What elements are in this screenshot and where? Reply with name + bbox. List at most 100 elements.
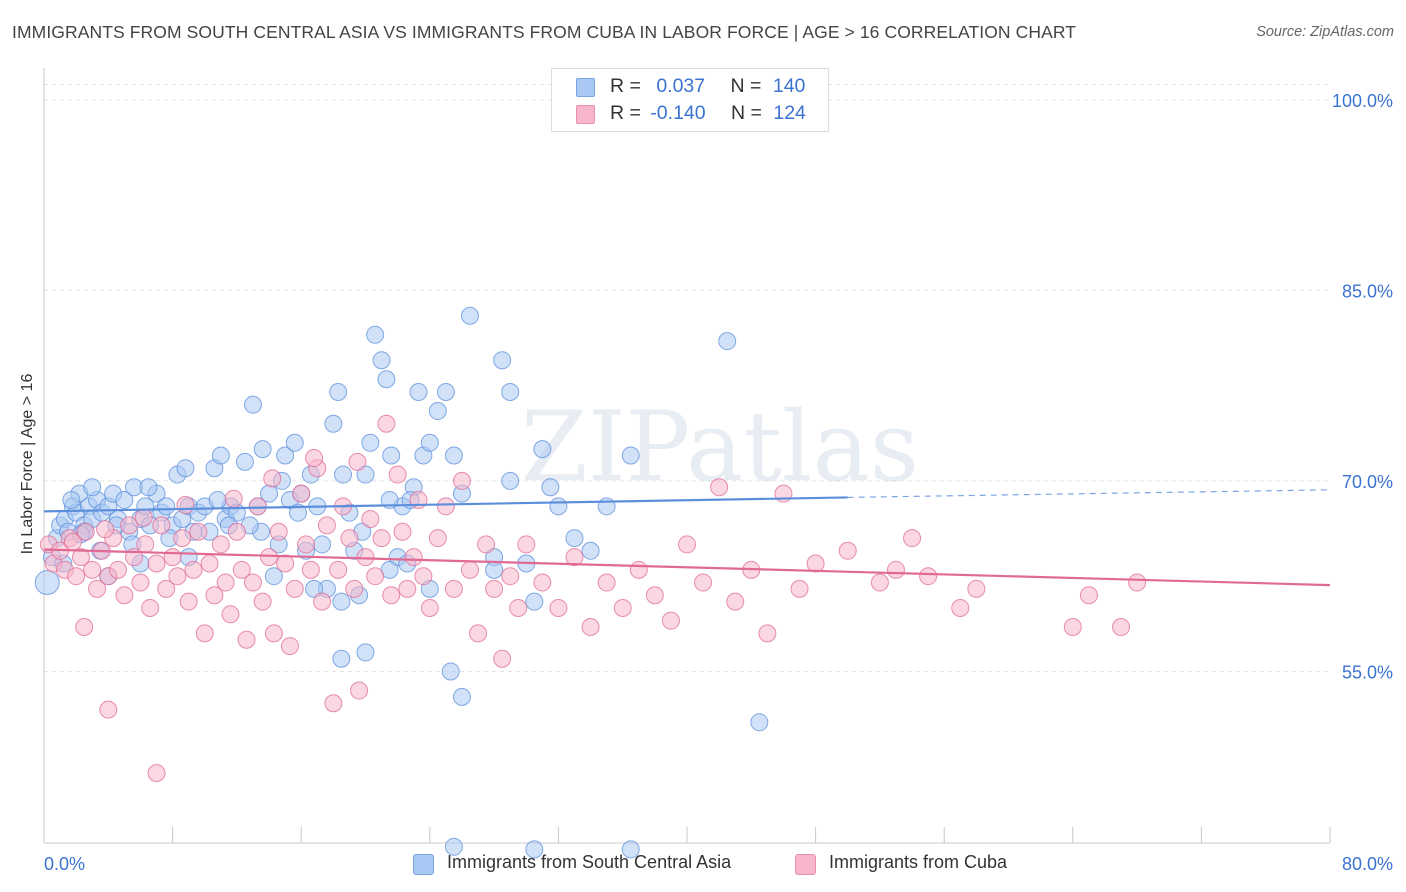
scatter-point (163, 548, 182, 567)
scatter-point (1112, 618, 1131, 637)
scatter-point (380, 490, 399, 509)
scatter-point (428, 402, 447, 421)
scatter-point (485, 579, 504, 598)
scatter-point (332, 592, 351, 611)
x-tick-label-max: 80.0% (1342, 854, 1393, 874)
scatter-point (179, 592, 198, 611)
scatter-point (184, 560, 203, 579)
scatter-point (597, 573, 616, 592)
scatter-point (305, 449, 324, 468)
scatter-point (549, 598, 568, 617)
scatter-point (404, 548, 423, 567)
legend-n-value: 124 (773, 102, 806, 124)
source-label: Source: ZipAtlas.com (1256, 24, 1394, 40)
scatter-point (134, 508, 153, 527)
scatter-point (393, 522, 412, 541)
legend-swatch-pink (576, 105, 595, 124)
scatter-point (176, 459, 195, 478)
scatter-point (710, 478, 729, 497)
scatter-point (409, 382, 428, 401)
scatter-point (356, 548, 375, 567)
scatter-point (541, 478, 560, 497)
scatter-point (388, 465, 407, 484)
scatter-point (493, 351, 512, 370)
scatter-point (235, 452, 254, 471)
scatter-point (285, 579, 304, 598)
scatter-point (285, 433, 304, 452)
scatter-point (361, 510, 380, 529)
scatter-point (157, 497, 176, 516)
scatter-point (581, 541, 600, 560)
scatter-point (444, 446, 463, 465)
scatter-point (301, 560, 320, 579)
scatter-point (420, 598, 439, 617)
legend-r-value: -0.140 (650, 102, 706, 124)
scatter-point (99, 700, 118, 719)
scatter-point (305, 579, 324, 598)
scatter-point (195, 624, 214, 643)
scatter-point (63, 532, 82, 551)
scatter-point (694, 573, 713, 592)
legend-n-label: N = (730, 75, 762, 97)
scatter-point (621, 446, 640, 465)
scatter-point (398, 579, 417, 598)
scatter-point (288, 503, 307, 522)
scatter-point (477, 535, 496, 554)
scatter-point (460, 306, 479, 325)
trend-line (43, 496, 848, 513)
scatter-point (444, 579, 463, 598)
scatter-point (469, 624, 488, 643)
scatter-point (549, 497, 568, 516)
scatter-point (806, 554, 825, 573)
scatter-point (200, 554, 219, 573)
legend-r-label: R = (610, 102, 641, 124)
scatter-point (88, 579, 107, 598)
scatter-point (75, 618, 94, 637)
y-tick-label: 70.0% (1342, 472, 1393, 492)
axes (43, 68, 1331, 844)
scatter-point (276, 446, 295, 465)
scatter-point (366, 567, 385, 586)
scatter-point (108, 560, 127, 579)
scatter-point (211, 446, 230, 465)
legend-swatch-blue (576, 78, 595, 97)
scatter-point (276, 554, 295, 573)
scatter-point (565, 548, 584, 567)
scatter-point (377, 414, 396, 433)
series-cuba (39, 414, 1147, 783)
scatter-point (227, 522, 246, 541)
scatter-point (168, 567, 187, 586)
scatter-point (533, 573, 552, 592)
scatter-point (460, 560, 479, 579)
scatter-point (221, 605, 240, 624)
scatter-point (216, 573, 235, 592)
scatter-point (332, 649, 351, 668)
scatter-point (661, 611, 680, 630)
scatter-point (382, 446, 401, 465)
bottom-legend-swatch-blue (413, 854, 434, 875)
scatter-point (71, 548, 90, 567)
scatter-point (147, 554, 166, 573)
scatter-point (205, 586, 224, 605)
scatter-point (189, 522, 208, 541)
scatter-point (645, 586, 664, 605)
scatter-point (152, 516, 171, 535)
scatter-point (147, 764, 166, 783)
legend-n-value: 140 (772, 75, 806, 97)
scatter-point (501, 382, 520, 401)
scatter-point (414, 567, 433, 586)
bottom-legend-label: Immigrants from South Central Asia (447, 852, 732, 872)
scatter-point (340, 529, 359, 548)
scatter-point (678, 535, 696, 554)
scatter-point (361, 433, 380, 452)
x-tick-label-min: 0.0% (44, 854, 85, 874)
scatter-point (324, 414, 343, 433)
scatter-point (356, 643, 375, 662)
scatter-point (758, 624, 777, 643)
scatter-point (726, 592, 745, 611)
scatter-point (581, 618, 600, 637)
trend-line-extension (847, 489, 1331, 499)
scatter-point (597, 497, 616, 516)
scatter-point (1128, 573, 1147, 592)
